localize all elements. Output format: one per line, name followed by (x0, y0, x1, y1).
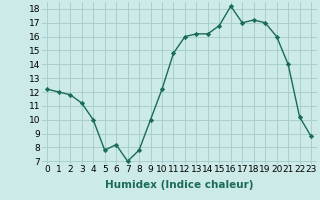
X-axis label: Humidex (Indice chaleur): Humidex (Indice chaleur) (105, 180, 253, 190)
